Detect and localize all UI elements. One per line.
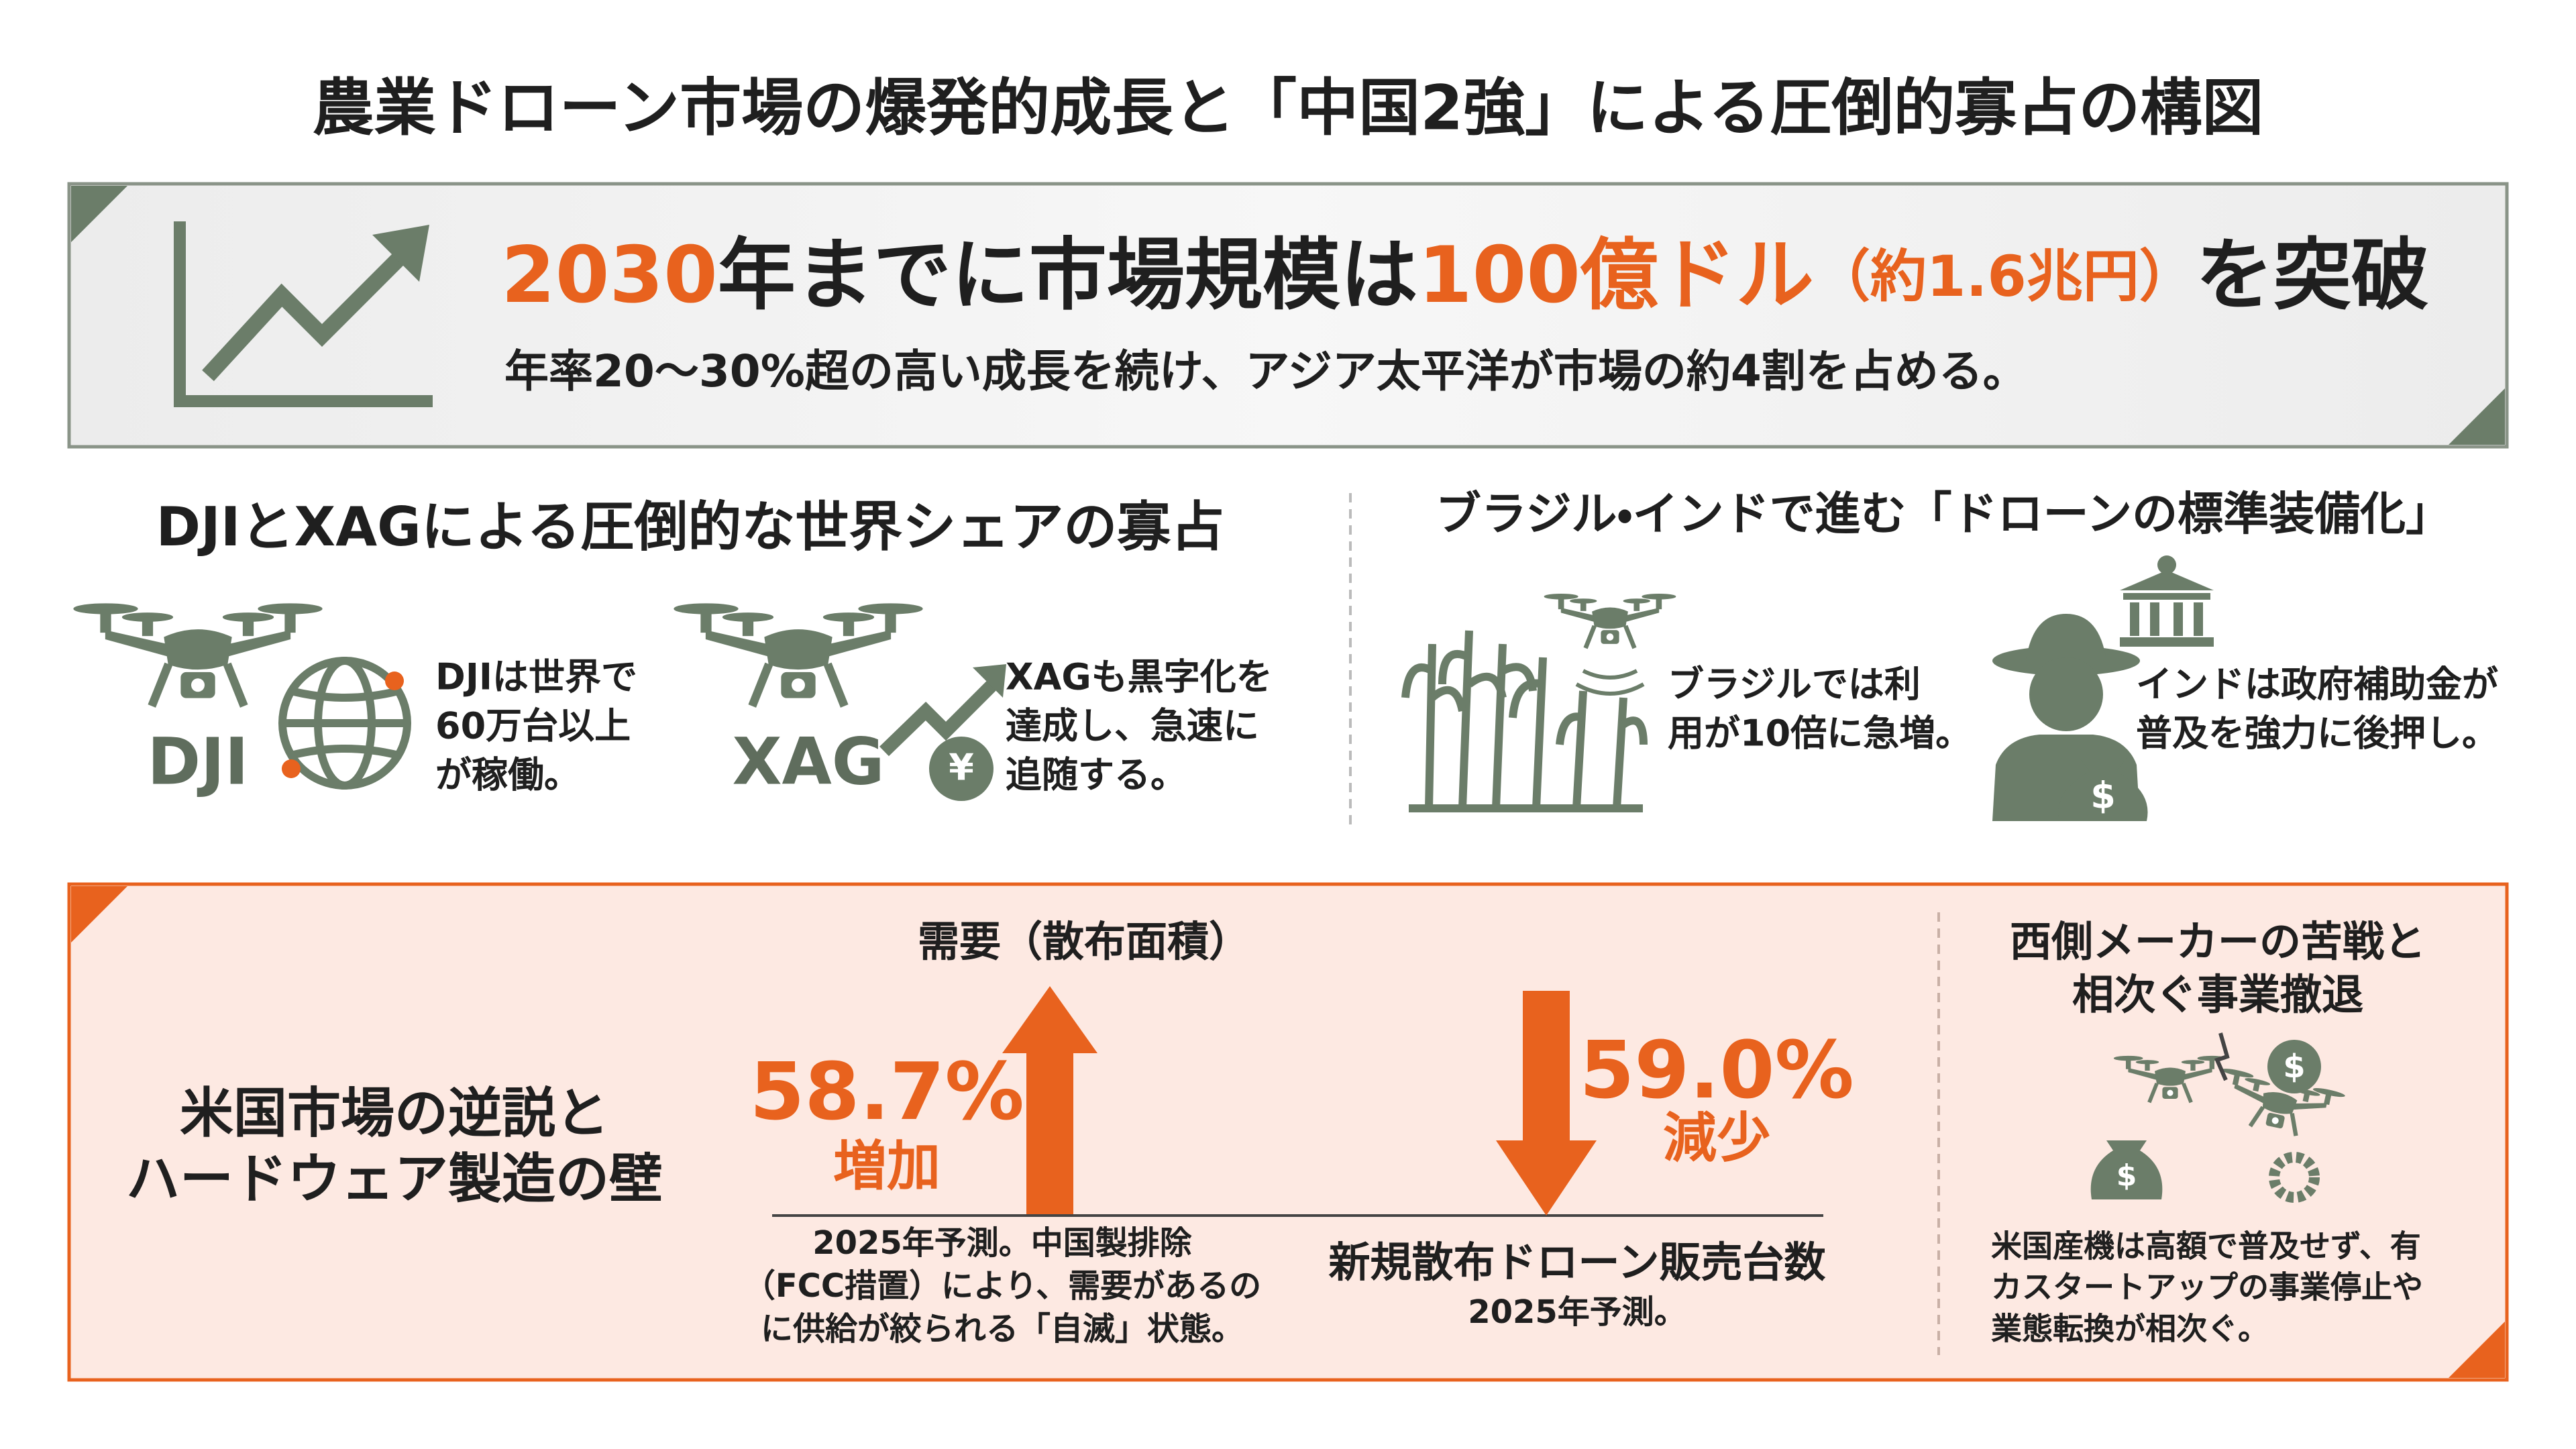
sugarcane-icon <box>1401 630 1648 812</box>
us-market-label: 米国市場の逆説と <box>180 1082 609 1144</box>
globe-dot <box>385 672 404 690</box>
section-heading: DJIとXAGによる圧倒的な世界シェアの寡占 <box>156 496 1225 558</box>
demand-note: （FCC措置）により、需要があるの <box>743 1267 1261 1305</box>
growth-chart-icon <box>174 221 433 407</box>
money-bag-icon: $ <box>2058 758 2148 821</box>
broken-drone-icon: $ $ <box>2090 1032 2345 1203</box>
drone-icon <box>1544 594 1676 648</box>
western-heading: 相次ぐ事業撤退 <box>2072 970 2363 1019</box>
western-note: 業態転換が相次ぐ。 <box>1991 1311 2269 1347</box>
drone-icon <box>74 604 322 706</box>
demand-note: 2025年予測。中国製排除 <box>812 1224 1192 1262</box>
subtext: 年率20〜30%超の高い成長を続け、アジア太平洋が市場の約4割を占める。 <box>504 345 2027 397</box>
sales-note: 2025年予測。 <box>1468 1293 1686 1331</box>
xag-text: 達成し、急速に <box>1006 705 1259 747</box>
brazil-text: ブラジルでは利 <box>1668 663 1921 706</box>
dji-text: が稼働。 <box>435 754 580 796</box>
dji-text: DJIは世界で <box>435 656 637 698</box>
headline-part: 100億ドル <box>1418 230 1814 321</box>
us-market-label: ハードウェア製造の壁 <box>126 1148 663 1210</box>
xag-text: 追随する。 <box>1006 754 1187 796</box>
xag-text: XAGも黒字化を <box>1006 656 1273 698</box>
western-note: 米国産機は高額で普及せず、有 <box>1991 1228 2421 1265</box>
spray-icon <box>1575 669 1645 696</box>
highlight-box <box>67 182 2509 449</box>
headline-part: 2030 <box>501 230 718 321</box>
yen-coin-icon: ¥ <box>929 737 994 801</box>
page-title: 農業ドローン市場の爆発的成長と「中国2強」による圧倒的寡占の構図 <box>313 72 2264 144</box>
svg-text:$: $ <box>2283 1048 2305 1085</box>
western-note: カスタートアップの事業停止や <box>1991 1269 2423 1305</box>
government-building-icon <box>2120 555 2214 647</box>
sales-value: 59.0% <box>1579 1024 1854 1116</box>
dji-text: 60万台以上 <box>435 705 631 747</box>
corner-triangle <box>71 186 127 242</box>
headline-part: 年までに市場規模は <box>718 230 1418 321</box>
headline-part: を突破 <box>2196 230 2429 321</box>
svg-text:$: $ <box>2116 1159 2137 1193</box>
svg-text:$: $ <box>2090 775 2116 817</box>
headline: 2030年までに市場規模は100億ドル（約1.6兆円）を突破 <box>501 230 2429 321</box>
demand-note: に供給が絞られる「自滅」状態。 <box>761 1310 1244 1348</box>
up-arrow <box>1002 986 1097 1216</box>
corner-triangle <box>2449 388 2505 445</box>
corner-triangle <box>2449 1322 2505 1378</box>
demand-direction: 増加 <box>833 1135 941 1197</box>
section-heading: ブラジル・インドで進む「ドローンの標準装備化」 <box>1436 488 2451 541</box>
down-arrow <box>1496 991 1597 1216</box>
drone-icon <box>674 604 922 706</box>
brazil-text: 用が10倍に急増。 <box>1668 712 1972 755</box>
sales-direction: 減少 <box>1663 1107 1770 1169</box>
svg-text:¥: ¥ <box>949 747 974 789</box>
india-text: インドは政府補助金が <box>2136 663 2498 706</box>
globe-dot <box>282 759 301 778</box>
demand-heading: 需要（散布面積） <box>918 917 1250 966</box>
demand-value: 58.7% <box>749 1045 1024 1138</box>
globe-icon <box>278 657 411 790</box>
xag-logo: XAG <box>732 724 884 799</box>
western-heading: 西側メーカーの苦戦と <box>2010 917 2426 966</box>
headline-part: （約1.6兆円） <box>1814 244 2196 309</box>
dji-logo: DJI <box>147 724 248 799</box>
corner-triangle <box>71 886 127 943</box>
us-market-box <box>67 882 2509 1382</box>
rising-arrow-icon <box>879 664 1006 757</box>
india-text: 普及を強力に後押し。 <box>2136 712 2498 755</box>
sales-heading: 新規散布ドローン販売台数 <box>1329 1238 1826 1287</box>
